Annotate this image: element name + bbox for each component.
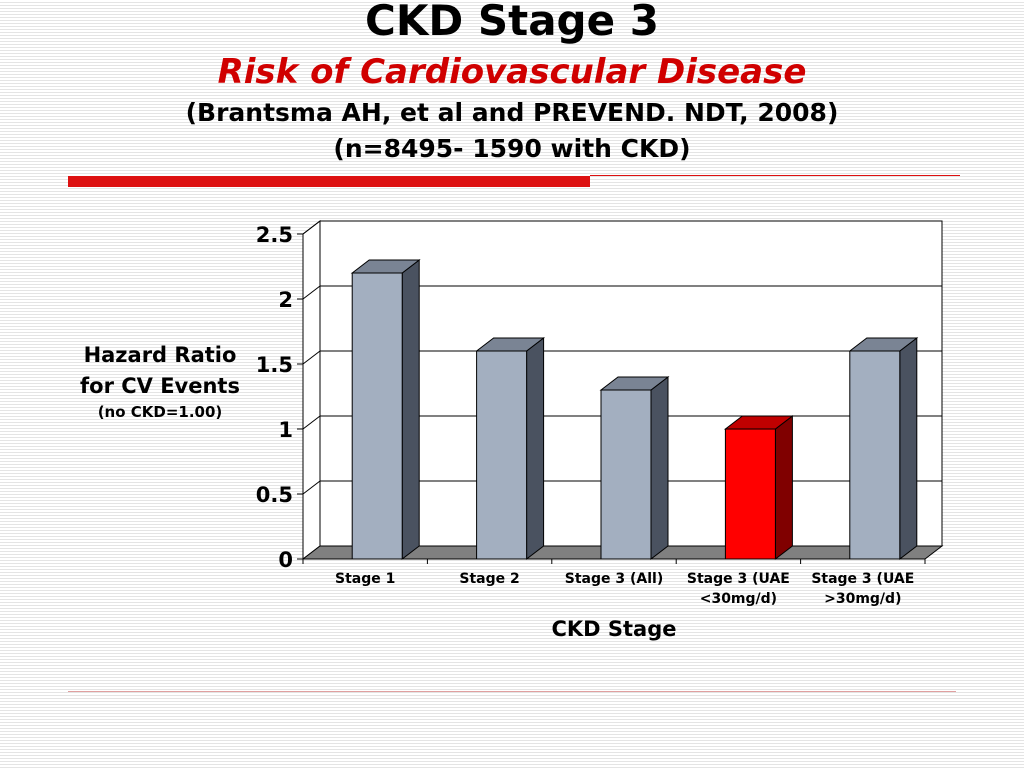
x-tick-label: Stage 2 xyxy=(459,571,519,587)
bar xyxy=(476,350,528,560)
slide-subtitle: Risk of Cardiovascular Disease xyxy=(217,52,807,92)
sample-size: (n=8495- 1590 with CKD) xyxy=(333,134,691,163)
bar-side xyxy=(526,336,545,561)
y-axis-note: (no CKD=1.00) xyxy=(97,403,223,421)
y-axis-title: Hazard Ratio for CV Events (no CKD=1.00) xyxy=(80,340,240,422)
y-tick-label: 1 xyxy=(278,418,293,442)
bar xyxy=(351,272,403,560)
x-tick-label: <30mg/d) xyxy=(700,591,777,607)
x-tick-label: >30mg/d) xyxy=(824,591,901,607)
bar xyxy=(600,389,652,560)
slide-title: CKD Stage 3 xyxy=(365,0,659,45)
y-tick-label: 2 xyxy=(278,288,293,312)
bar-side xyxy=(650,375,669,561)
bar xyxy=(724,428,776,560)
bar-side xyxy=(401,258,420,561)
y-tick-label: 2.5 xyxy=(256,223,293,247)
citation: (Brantsma AH, et al and PREVEND. NDT, 20… xyxy=(185,98,839,127)
y-tick-label: 1.5 xyxy=(256,353,293,377)
bar-side xyxy=(899,336,918,561)
gridline-side xyxy=(302,285,321,300)
gridline-side xyxy=(302,415,321,430)
x-tick-label: Stage 1 xyxy=(335,571,395,587)
bar xyxy=(849,350,901,560)
plot-side-wall xyxy=(302,219,321,561)
footer-divider xyxy=(68,691,956,692)
y-axis-label: Hazard Ratio for CV Events xyxy=(80,343,240,398)
y-tick-label: 0 xyxy=(278,548,293,572)
x-tick-label: Stage 3 (All) xyxy=(565,571,663,587)
x-tick-label: Stage 3 (UAE xyxy=(811,571,914,587)
title-divider xyxy=(68,176,590,187)
gridline-side xyxy=(302,480,321,495)
gridline-side xyxy=(302,350,321,365)
y-tick-label: 0.5 xyxy=(256,483,293,507)
gridline-side xyxy=(302,220,321,235)
bar-side xyxy=(774,414,793,561)
x-axis-title: CKD Stage xyxy=(551,617,677,641)
x-tick-label: Stage 3 (UAE xyxy=(687,571,790,587)
title-divider-thin xyxy=(590,175,960,176)
